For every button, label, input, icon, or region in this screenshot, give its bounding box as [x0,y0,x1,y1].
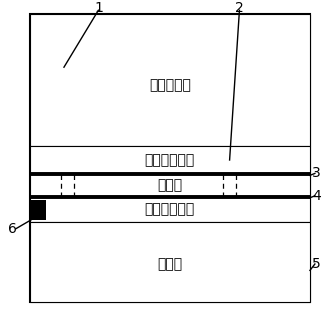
Text: 氧化硅缓冲层: 氧化硅缓冲层 [145,203,195,217]
Text: 1: 1 [94,1,103,15]
Text: 氧化硅绝缘层: 氧化硅绝缘层 [145,153,195,167]
Bar [30,197,310,222]
Bar [30,14,310,302]
Text: 硅衬底: 硅衬底 [157,257,182,271]
Bar [30,200,46,220]
Text: 6: 6 [8,222,17,236]
Bar [30,174,310,197]
Bar [30,222,310,302]
Text: 3: 3 [312,166,321,180]
Text: 5: 5 [312,257,321,271]
Text: 功能电路层: 功能电路层 [149,78,191,92]
Bar [30,14,310,146]
Text: 4: 4 [312,189,321,203]
Text: 2: 2 [235,1,244,15]
Bar [30,146,310,174]
Text: 金属层: 金属层 [157,179,182,193]
